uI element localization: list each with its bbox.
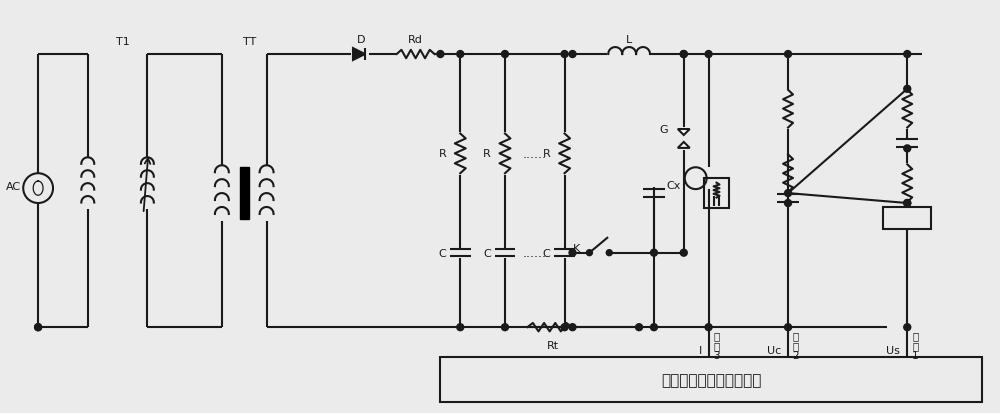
Circle shape bbox=[785, 324, 792, 331]
Text: I: I bbox=[698, 345, 702, 355]
Text: Uc: Uc bbox=[767, 345, 781, 355]
Circle shape bbox=[680, 52, 687, 58]
Circle shape bbox=[785, 52, 792, 58]
Polygon shape bbox=[678, 142, 690, 149]
Circle shape bbox=[606, 250, 612, 256]
Circle shape bbox=[680, 52, 687, 58]
Bar bbox=[704, 179, 729, 209]
Text: 通: 通 bbox=[713, 330, 720, 340]
Circle shape bbox=[569, 249, 576, 256]
Text: ......: ...... bbox=[523, 147, 547, 161]
Text: 2: 2 bbox=[793, 350, 799, 360]
Text: R: R bbox=[439, 149, 446, 159]
Text: R: R bbox=[483, 149, 491, 159]
Circle shape bbox=[437, 52, 444, 58]
Text: G: G bbox=[660, 124, 668, 134]
Circle shape bbox=[457, 52, 464, 58]
Circle shape bbox=[785, 190, 792, 197]
Text: Rd: Rd bbox=[408, 35, 423, 45]
Circle shape bbox=[457, 324, 464, 331]
Text: 道: 道 bbox=[912, 340, 918, 350]
Circle shape bbox=[501, 52, 508, 58]
Circle shape bbox=[650, 324, 657, 331]
Circle shape bbox=[636, 324, 643, 331]
Circle shape bbox=[785, 200, 792, 207]
Bar bbox=[240, 168, 249, 219]
Text: 道: 道 bbox=[793, 340, 799, 350]
Bar bbox=[883, 207, 931, 229]
Circle shape bbox=[904, 145, 911, 152]
Text: K: K bbox=[573, 243, 580, 253]
Text: C: C bbox=[543, 248, 551, 258]
Circle shape bbox=[501, 324, 508, 331]
Circle shape bbox=[561, 324, 568, 331]
Text: AC: AC bbox=[6, 182, 21, 192]
Polygon shape bbox=[353, 49, 365, 61]
Circle shape bbox=[35, 324, 42, 331]
Text: C: C bbox=[483, 248, 491, 258]
Text: T1: T1 bbox=[116, 37, 129, 47]
Circle shape bbox=[705, 52, 712, 58]
Circle shape bbox=[904, 200, 911, 207]
Text: 道: 道 bbox=[713, 340, 720, 350]
Circle shape bbox=[569, 52, 576, 58]
Text: 1: 1 bbox=[912, 350, 919, 360]
Text: C: C bbox=[439, 248, 446, 258]
Text: Cx: Cx bbox=[667, 181, 681, 191]
Text: Us: Us bbox=[886, 345, 900, 355]
Text: 通: 通 bbox=[793, 330, 799, 340]
Text: 通: 通 bbox=[912, 330, 918, 340]
Circle shape bbox=[904, 86, 911, 93]
Text: Rt: Rt bbox=[547, 340, 559, 350]
Circle shape bbox=[35, 324, 42, 331]
Text: L: L bbox=[626, 35, 632, 45]
Circle shape bbox=[561, 52, 568, 58]
Circle shape bbox=[680, 249, 687, 256]
Text: ......: ...... bbox=[523, 247, 547, 259]
Circle shape bbox=[904, 200, 911, 207]
Circle shape bbox=[569, 324, 576, 331]
Bar bbox=[440, 357, 982, 402]
Text: 3: 3 bbox=[713, 350, 720, 360]
Text: TT: TT bbox=[243, 37, 256, 47]
Text: R: R bbox=[543, 149, 551, 159]
Text: 电容器耐爆能量检测装置: 电容器耐爆能量检测装置 bbox=[661, 372, 761, 387]
Circle shape bbox=[705, 324, 712, 331]
Circle shape bbox=[904, 52, 911, 58]
Circle shape bbox=[904, 324, 911, 331]
Circle shape bbox=[586, 250, 592, 256]
Polygon shape bbox=[678, 130, 690, 135]
Text: D: D bbox=[357, 35, 365, 45]
Circle shape bbox=[650, 249, 657, 256]
